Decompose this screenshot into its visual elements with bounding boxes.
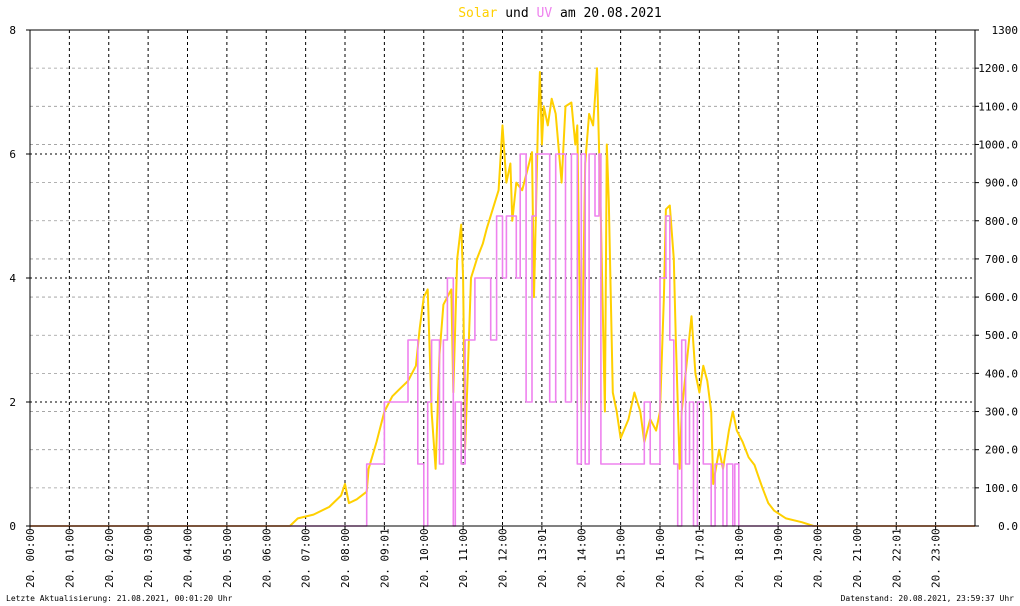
right-axis-tick-label: 600.0 (985, 291, 1018, 304)
x-axis-tick-label: 20. 13:01 (536, 528, 549, 588)
x-axis-tick-label: 20. 07:00 (300, 528, 313, 588)
right-axis-tick-label: 1200.0 (978, 62, 1018, 75)
title-date: am 20.08.2021 (552, 6, 662, 21)
footer-last-update: Letzte Aktualisierung: 21.08.2021, 00:01… (6, 594, 233, 603)
footer-data-status: Datenstand: 20.08.2021, 23:59:37 Uhr (841, 594, 1015, 603)
x-axis-tick-label: 20. 12:00 (497, 528, 510, 588)
x-axis-tick-label: 20. 17:01 (693, 528, 706, 588)
chart-title: Solar und UV am 20.08.2021 (458, 6, 662, 21)
right-axis-tick-label: 500.0 (985, 329, 1018, 342)
x-axis-tick-label: 20. 02:00 (103, 528, 116, 588)
x-axis-tick-label: 20. 16:00 (654, 528, 667, 588)
x-axis-tick-label: 20. 19:00 (772, 528, 785, 588)
right-axis-tick-label: 1000.0 (978, 138, 1018, 151)
right-axis-tick-label: 1100.0 (978, 100, 1018, 113)
x-axis-tick-label: 20. 18:00 (733, 528, 746, 588)
x-axis-tick-label: 20. 04:00 (182, 528, 195, 588)
axes: 0 2 4 6 8 0.0 100.0 200.0 300.0 400.0 500.0 600.0 70… (9, 24, 1018, 588)
left-axis-tick-label: 8 (9, 24, 16, 37)
x-axis-tick-label: 20. 08:00 (339, 528, 352, 588)
x-axis-tick-label: 20. 09:01 (378, 528, 391, 588)
title-und: und (497, 6, 536, 21)
right-axis-tick-label: 200.0 (985, 444, 1018, 457)
title-solar: Solar (458, 6, 497, 21)
right-axis-tick-label: 0.0 (998, 520, 1018, 533)
x-axis-tick-label: 20. 20:00 (812, 528, 825, 588)
x-axis-tick-label: 20. 05:00 (221, 528, 234, 588)
right-axis-tick-label: 100.0 (985, 482, 1018, 495)
x-axis-tick-label: 20. 14:00 (575, 528, 588, 588)
x-axis-tick-label: 20. 10:00 (418, 528, 431, 588)
x-axis-tick-label: 20. 22:01 (890, 528, 903, 588)
x-axis-tick-label: 20. 00:00 (24, 528, 37, 588)
right-axis-tick-label: 900.0 (985, 177, 1018, 190)
left-axis-tick-label: 0 (9, 520, 16, 533)
right-axis-tick-label: 800.0 (985, 215, 1018, 228)
x-axis-tick-label: 20. 01:00 (63, 528, 76, 588)
right-axis-tick-label: 400.0 (985, 367, 1018, 380)
x-axis-tick-label: 20. 23:00 (930, 528, 943, 588)
x-axis-tick-label: 20. 21:00 (851, 528, 864, 588)
right-axis-tick-label: 700.0 (985, 253, 1018, 266)
x-axis-tick-label: 20. 11:00 (457, 528, 470, 588)
x-axis-tick-label: 20. 03:00 (142, 528, 155, 588)
title-uv: UV (537, 6, 553, 21)
left-axis-tick-label: 2 (9, 396, 16, 409)
solar-series-line (30, 67, 975, 527)
right-axis-tick-label: 300.0 (985, 406, 1018, 419)
left-axis-tick-label: 4 (9, 272, 16, 285)
x-axis-tick-label: 20. 06:00 (260, 528, 273, 588)
right-axis-tick-label: 1300 (992, 24, 1019, 37)
x-axis-tick-label: 20. 15:00 (615, 528, 628, 588)
left-axis-tick-label: 6 (9, 148, 16, 161)
